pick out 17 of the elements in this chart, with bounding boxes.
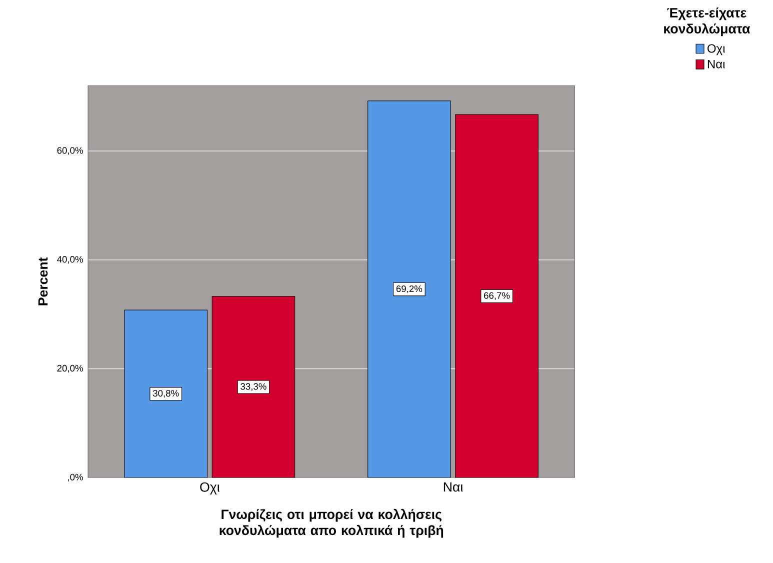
y-tick-label: 60,0% [57, 147, 83, 155]
data-label: 69,2% [396, 285, 422, 294]
y-tick-label: ,0% [68, 474, 83, 482]
x-axis-title: Γνωρίζεις οτι μπορεί να κολλήσεις κονδυλώματα απο κολπικά ή τριβή [220, 508, 444, 538]
legend-label: Οχι [708, 44, 725, 56]
data-label: 30,8% [152, 390, 179, 398]
bar [455, 114, 538, 478]
bar [368, 100, 451, 478]
bar [124, 310, 208, 478]
legend-label: Ναι [708, 60, 725, 68]
y-tick-label: 20,0% [57, 364, 83, 373]
bar [212, 296, 296, 478]
y-tick-label: 40,0% [57, 256, 83, 264]
data-label: 33,3% [240, 383, 266, 391]
data-label: 66,7% [484, 292, 510, 300]
legend-title: Έχετε-είχατε κονδυλώματα [664, 8, 750, 36]
y-axis-title: Percent [38, 257, 48, 306]
